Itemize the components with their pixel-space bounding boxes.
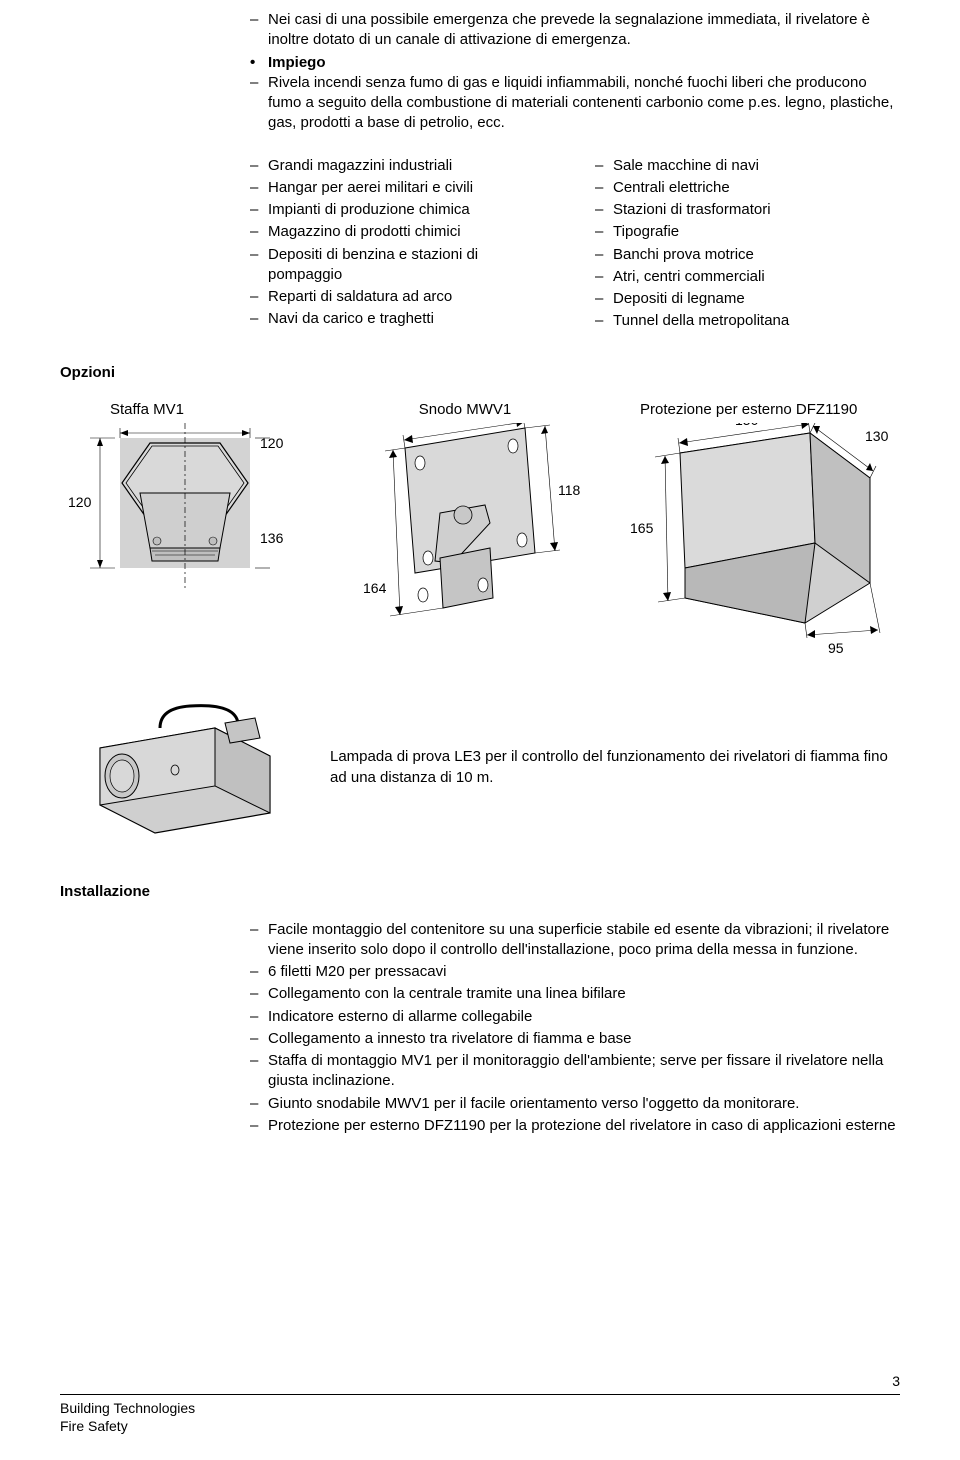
list-item: Stazioni di trasformatori [595,200,900,220]
list-item: Atri, centri commerciali [595,267,900,287]
option-mv1: Staffa MV1 [60,401,310,663]
option-dfz: Protezione per esterno DFZ1190 150 [620,401,900,663]
mv1-diagram: 120 120 136 [60,423,310,588]
list-item: Grandi magazzini industriali [250,156,555,176]
mwv1-title: Snodo MWV1 [340,401,590,418]
footer-sub: Fire Safety [60,1417,195,1435]
intro-item: Nei casi di una possibile emergenza che … [250,10,900,51]
installazione-title: Installazione [60,883,900,900]
svg-text:120: 120 [68,494,92,510]
dfz-diagram: 150 130 165 [620,423,900,663]
list-item: Sale macchine di navi [595,156,900,176]
dfz-title: Protezione per esterno DFZ1190 [620,401,900,418]
mv1-title: Staffa MV1 [60,401,310,418]
mwv1-diagram: 120 118 164 [345,423,585,623]
list-item: Depositi di benzina e stazioni di pompag… [250,245,555,286]
lamp-diagram [60,698,280,838]
list-item: Centrali elettriche [595,178,900,198]
intro-bullet-list: Nei casi di una possibile emergenza che … [250,10,900,51]
examples-right: Sale macchine di navi Centrali elettrich… [595,156,900,334]
svg-text:120: 120 [260,435,284,451]
impiego-list: Rivela incendi senza fumo di gas e liqui… [250,73,900,134]
svg-text:150: 150 [735,423,759,428]
list-item: Reparti di saldatura ad arco [250,287,555,307]
list-item: Staffa di montaggio MV1 per il monitorag… [250,1051,900,1092]
page-number: 3 [892,1373,900,1389]
list-item: Collegamento a innesto tra rivelatore di… [250,1029,900,1049]
footer-brand: Building Technologies [60,1399,195,1417]
list-item: Magazzino di prodotti chimici [250,222,555,242]
impiego-item: Rivela incendi senza fumo di gas e liqui… [250,73,900,134]
list-item: Protezione per esterno DFZ1190 per la pr… [250,1116,900,1136]
list-item: Tipografie [595,222,900,242]
page-footer: 3 Building Technologies Fire Safety [60,1394,900,1435]
list-item: Impianti di produzione chimica [250,200,555,220]
list-item: Facile montaggio del contenitore su una … [250,920,900,961]
impiego-heading-list: Impiego [250,53,900,73]
list-item: Tunnel della metropolitana [595,311,900,331]
list-item: Banchi prova motrice [595,245,900,265]
list-item: Hangar per aerei militari e civili [250,178,555,198]
svg-text:118: 118 [558,482,581,498]
svg-text:95: 95 [828,640,844,656]
svg-text:136: 136 [260,530,284,546]
installazione-list: Facile montaggio del contenitore su una … [250,920,900,1137]
list-item: Collegamento con la centrale tramite una… [250,984,900,1004]
list-item: Giunto snodabile MWV1 per il facile orie… [250,1094,900,1114]
options-row: Staffa MV1 [60,401,900,663]
lamp-row: Lampada di prova LE3 per il controllo de… [60,698,900,838]
list-item: Indicatore esterno di allarme collegabil… [250,1007,900,1027]
opzioni-title: Opzioni [60,364,900,381]
svg-text:165: 165 [630,520,654,536]
list-item: Depositi di legname [595,289,900,309]
list-item: Navi da carico e traghetti [250,309,555,329]
svg-text:130: 130 [865,428,889,444]
list-item: 6 filetti M20 per pressacavi [250,962,900,982]
lamp-text: Lampada di prova LE3 per il controllo de… [330,747,900,788]
option-mwv1: Snodo MWV1 [340,401,590,663]
impiego-label: Impiego [250,53,900,73]
svg-text:164: 164 [363,580,387,596]
examples-left: Grandi magazzini industriali Hangar per … [250,156,555,334]
